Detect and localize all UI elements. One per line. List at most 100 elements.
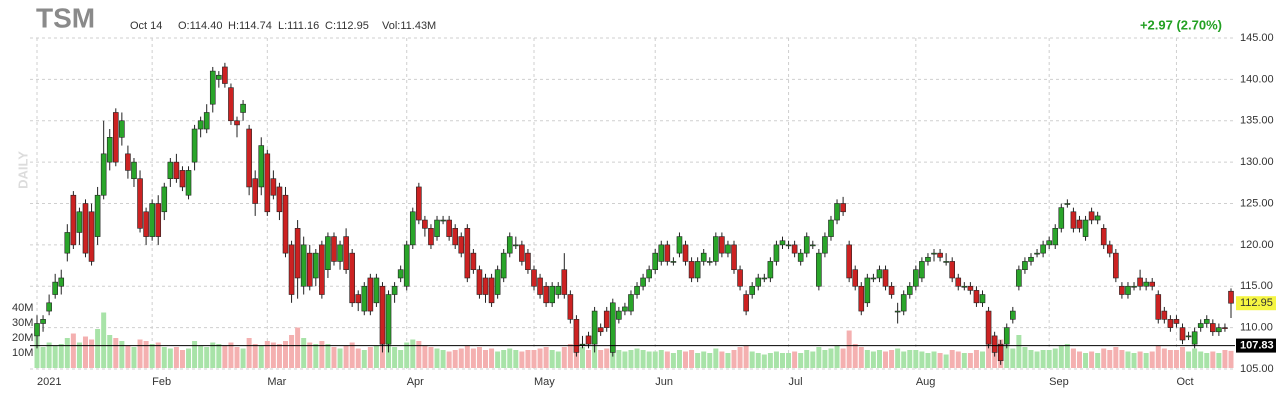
candle-body — [409, 211, 416, 246]
candle-body — [719, 236, 725, 254]
volume-bar — [943, 354, 949, 368]
candle-body — [1143, 281, 1149, 287]
volume-bar — [1210, 351, 1216, 368]
candle-body — [361, 285, 368, 312]
volume-bar — [840, 348, 846, 368]
candle-body — [755, 277, 762, 287]
candle-body — [640, 277, 646, 287]
y-tick-label: 115.00 — [1240, 280, 1273, 292]
candle-body — [513, 244, 519, 247]
candle-body — [1088, 211, 1095, 221]
volume-bar — [889, 350, 895, 368]
candle-body — [1173, 319, 1180, 324]
candle-body — [894, 310, 901, 313]
volume-bar — [737, 347, 743, 368]
candle-body — [70, 194, 77, 246]
high: H:114.74 — [228, 20, 272, 32]
candle-body — [1022, 261, 1028, 270]
candle-body — [688, 261, 695, 279]
volume-bar — [476, 347, 482, 368]
volume-bar — [822, 350, 828, 368]
volume-bar — [252, 344, 258, 368]
volume-bar — [1173, 350, 1179, 368]
volume-bar — [1016, 335, 1022, 368]
candle-body — [797, 252, 804, 262]
volume-bar — [125, 345, 131, 368]
candle-body — [191, 128, 198, 163]
y-tick-label: 135.00 — [1240, 115, 1274, 127]
volume-bar — [289, 335, 295, 368]
volume-bar — [95, 329, 101, 368]
candle-body — [397, 269, 404, 279]
volume-bar — [143, 341, 149, 368]
candle-body — [391, 285, 398, 295]
candle-body — [706, 261, 713, 263]
volume-bar — [1076, 351, 1082, 368]
candle-body — [385, 294, 392, 345]
candle-body — [888, 285, 895, 295]
volume-bar — [198, 345, 204, 368]
volume-bar — [40, 347, 46, 368]
volume-bar — [489, 348, 495, 368]
candle-body — [949, 261, 955, 279]
candle-body — [325, 236, 331, 271]
period-label: DAILY — [15, 151, 30, 189]
last-price-box — [1236, 296, 1276, 311]
volume-bar — [404, 342, 410, 368]
volume-bar — [222, 345, 228, 368]
candle-body — [925, 256, 931, 262]
candle-body — [519, 244, 525, 262]
candle-body — [525, 252, 531, 270]
x-tick-label: Jul — [789, 376, 803, 388]
candle-body — [628, 294, 634, 312]
volume-bar — [1089, 351, 1095, 368]
volume-bar — [664, 351, 670, 368]
candle-body — [452, 228, 459, 246]
candle-body — [731, 244, 737, 271]
volume-bar — [173, 347, 179, 368]
candle-body — [694, 261, 701, 279]
y-tick-label: 140.00 — [1240, 73, 1274, 85]
volume-bar — [64, 338, 70, 368]
y-tick-label: 145.00 — [1240, 32, 1274, 44]
volume-bar — [428, 347, 434, 368]
volume-bar — [464, 345, 470, 368]
candle-body — [919, 261, 925, 279]
volume-bar — [1125, 351, 1131, 368]
candle-body — [246, 128, 252, 188]
volume-bar — [658, 350, 664, 368]
volume-bar — [1113, 347, 1119, 368]
volume-bar — [622, 351, 628, 368]
candle-body — [876, 269, 883, 279]
candle-body — [852, 269, 859, 287]
volume-bar — [1228, 350, 1234, 368]
candle-body — [906, 285, 913, 295]
volume-bar — [361, 350, 367, 368]
volume-bar — [1028, 350, 1034, 368]
volume-bar — [1052, 348, 1058, 368]
candle-body — [349, 252, 355, 304]
candle-body — [1167, 319, 1174, 328]
y-tick-label: 120.00 — [1240, 239, 1274, 251]
volume-bar — [767, 353, 773, 368]
candle-body — [203, 112, 210, 130]
candle-body — [997, 343, 1004, 362]
candle-body — [1131, 285, 1137, 288]
candle-body — [937, 252, 943, 258]
candle-body — [373, 277, 380, 304]
volume-bar — [616, 350, 622, 368]
volume-bar — [1070, 348, 1076, 368]
volume-bar — [731, 350, 737, 368]
candle-body — [264, 153, 271, 213]
candle-body — [131, 161, 137, 179]
volume-tick-label: 40M — [12, 302, 33, 314]
volume-bar — [1143, 353, 1149, 368]
candle-body — [258, 145, 265, 188]
candle-body — [1094, 215, 1101, 221]
volume-bar — [1101, 348, 1107, 368]
volume-bar — [537, 348, 543, 368]
volume-bar — [307, 342, 313, 368]
volume-bar — [46, 342, 52, 368]
reference-label: 107.83 — [1240, 339, 1274, 351]
candle-body — [1149, 281, 1156, 287]
